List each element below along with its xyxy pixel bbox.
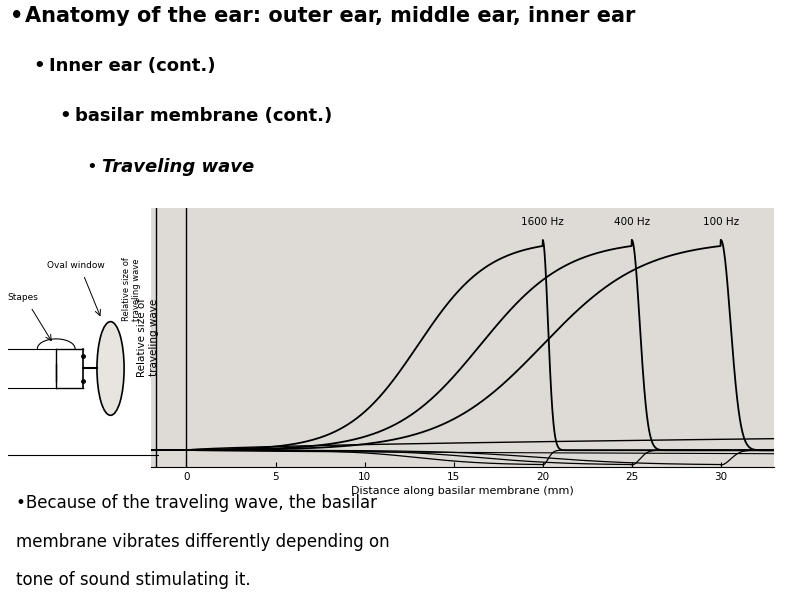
Text: Inner ear (cont.): Inner ear (cont.) bbox=[49, 57, 216, 75]
Text: basilar membrane (cont.): basilar membrane (cont.) bbox=[75, 107, 333, 124]
Text: Traveling wave: Traveling wave bbox=[102, 158, 254, 176]
Text: Oval window: Oval window bbox=[47, 261, 105, 270]
Ellipse shape bbox=[97, 322, 124, 415]
Y-axis label: Relative size of
traveling wave: Relative size of traveling wave bbox=[137, 298, 159, 377]
Text: 400 Hz: 400 Hz bbox=[614, 217, 649, 227]
Text: 1600 Hz: 1600 Hz bbox=[522, 217, 564, 227]
Text: •: • bbox=[33, 57, 45, 75]
Text: •Because of the traveling wave, the basilar: •Because of the traveling wave, the basi… bbox=[16, 494, 377, 512]
Text: Relative size of
traveling wave: Relative size of traveling wave bbox=[122, 258, 141, 321]
Text: •: • bbox=[86, 158, 97, 176]
X-axis label: Distance along basilar membrane (mm): Distance along basilar membrane (mm) bbox=[351, 486, 574, 496]
Text: Stapes: Stapes bbox=[8, 293, 38, 302]
Text: 100 Hz: 100 Hz bbox=[703, 217, 738, 227]
Text: Anatomy of the ear: outer ear, middle ear, inner ear: Anatomy of the ear: outer ear, middle ea… bbox=[25, 6, 636, 26]
Text: •: • bbox=[60, 107, 71, 124]
Text: membrane vibrates differently depending on: membrane vibrates differently depending … bbox=[16, 533, 390, 551]
Text: tone of sound stimulating it.: tone of sound stimulating it. bbox=[16, 571, 250, 589]
Text: •: • bbox=[10, 6, 23, 26]
